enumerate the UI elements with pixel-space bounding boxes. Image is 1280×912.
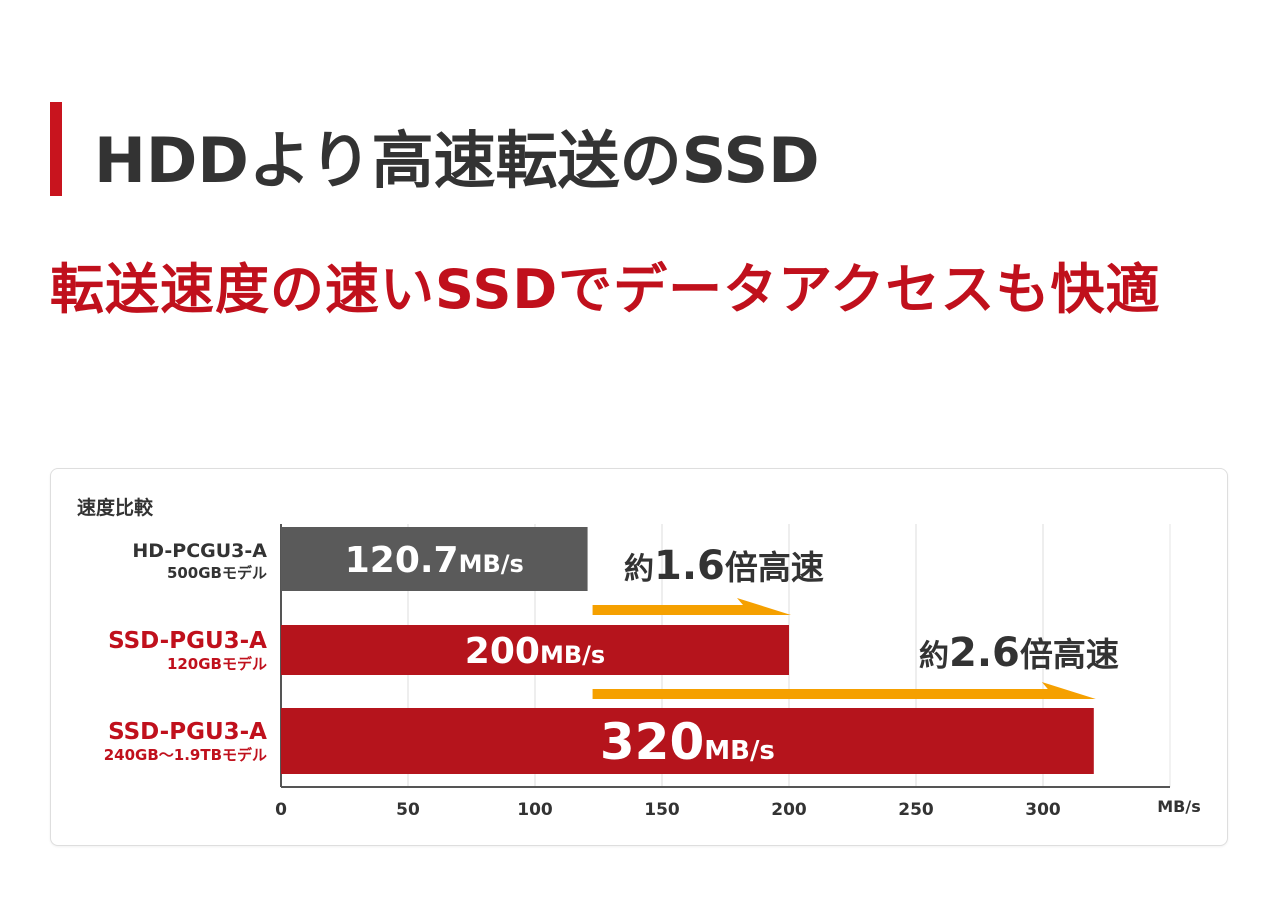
speed-comparison-chart: 0 50 100 150 200 250 300 MB/s 120.7MB/s HD-PCGU3-… [50,468,1228,846]
bar-layer [281,527,1094,774]
bar-value-label: 120.7MB/s [345,540,524,581]
category-name: HD-PCGU3-A [132,540,267,562]
x-tick-label: 300 [1025,800,1061,820]
speedup-arrow-1 [592,682,1096,699]
category-sub-label: 500GBモデル [167,564,267,582]
heading-accent-bar [50,102,62,196]
speedup-annotation: 約1.6倍高速 [624,543,824,589]
speedup-annotation: 約2.6倍高速 [919,630,1119,676]
x-tick-label: 100 [517,800,553,820]
chart-svg: 0 50 100 150 200 250 300 MB/s 120.7MB/s HD-PCGU3-… [77,496,1201,820]
x-tick-label: 250 [898,800,934,820]
bar-0 [281,527,588,591]
chart-title: 速度比較 [77,496,154,519]
bar-value-label: 200MB/s [465,631,605,672]
heading-title: HDDより高速転送のSSD [94,124,820,197]
category-sub-label: 120GBモデル [167,655,267,673]
bar-value-label: 320MB/s [600,713,775,771]
x-tick-label: 50 [396,800,420,820]
category-sub-label: 240GB～1.9TBモデル [104,746,267,764]
category-name: SSD-PGU3-A [108,628,267,654]
category-name: SSD-PGU3-A [108,719,267,745]
x-tick-label: 150 [644,800,680,820]
x-tick-label: 0 [275,800,287,820]
speedup-arrow-0 [592,598,791,615]
bar-1 [281,625,789,675]
x-axis-unit-label: MB/s [1157,797,1200,816]
x-tick-label: 200 [771,800,807,820]
bar-2 [281,708,1094,774]
label-layer: 0 50 100 150 200 250 300 MB/s 120.7MB/s HD-PCGU3-… [104,540,1201,820]
subheading: 転送速度の速いSSDでデータアクセスも快適 [50,258,1161,321]
section-heading: HDDより高速転送のSSD [50,102,1230,198]
arrow-layer [592,598,1096,699]
